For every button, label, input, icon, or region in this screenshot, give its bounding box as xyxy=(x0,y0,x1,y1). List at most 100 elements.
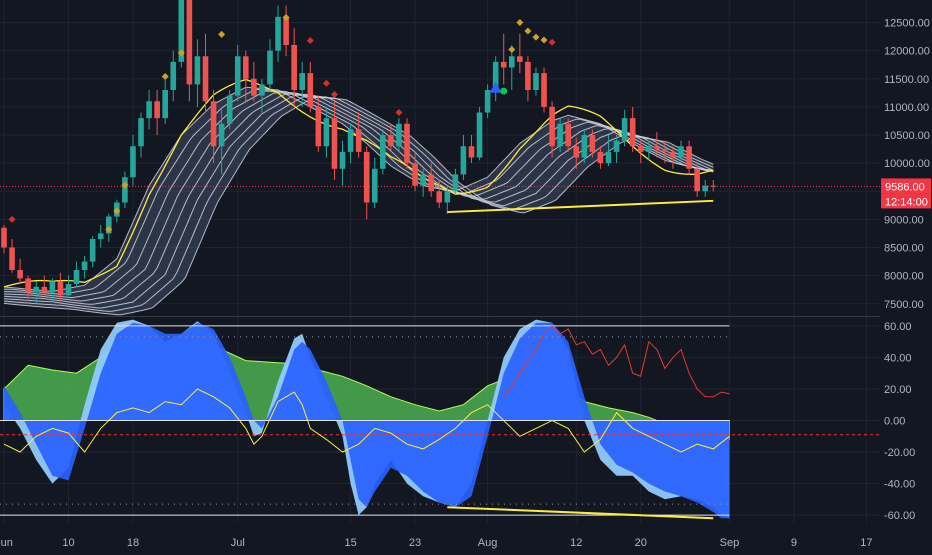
candle[interactable] xyxy=(533,67,539,96)
candle[interactable] xyxy=(363,146,370,220)
candle[interactable] xyxy=(291,28,297,107)
candle[interactable] xyxy=(710,180,717,192)
candle[interactable] xyxy=(629,106,636,152)
candle-body xyxy=(420,174,426,186)
candle[interactable] xyxy=(476,106,483,161)
osc-tick-label: 0.00 xyxy=(884,416,905,428)
candle[interactable] xyxy=(565,118,571,152)
candle[interactable] xyxy=(484,84,491,119)
candle[interactable] xyxy=(597,146,604,169)
candle[interactable] xyxy=(412,151,418,192)
candle[interactable] xyxy=(436,180,443,209)
candle[interactable] xyxy=(25,275,31,299)
candle[interactable] xyxy=(186,0,193,102)
candle[interactable] xyxy=(605,135,612,166)
candle[interactable] xyxy=(275,5,281,62)
candle[interactable] xyxy=(404,118,410,169)
candle-body xyxy=(218,123,225,147)
candle[interactable] xyxy=(371,157,378,209)
signal-diamond xyxy=(306,37,314,44)
candle[interactable] xyxy=(259,78,265,113)
candle-body xyxy=(323,118,330,147)
candle[interactable] xyxy=(1,225,7,254)
candle[interactable] xyxy=(97,225,104,248)
candle[interactable] xyxy=(65,275,72,299)
candle[interactable] xyxy=(170,50,177,102)
candle[interactable] xyxy=(178,0,185,68)
candle[interactable] xyxy=(194,39,201,107)
candle[interactable] xyxy=(73,261,80,287)
candle-body xyxy=(299,73,306,90)
candle[interactable] xyxy=(468,135,475,164)
price-tick-label: 11000.00 xyxy=(884,102,929,114)
candle[interactable] xyxy=(517,33,523,74)
candle-body xyxy=(396,123,402,147)
candle[interactable] xyxy=(355,112,362,158)
candle[interactable] xyxy=(9,239,15,273)
candle[interactable] xyxy=(581,129,588,164)
candle[interactable] xyxy=(621,109,628,147)
candle[interactable] xyxy=(678,140,684,164)
candle-body xyxy=(525,61,531,90)
candle[interactable] xyxy=(557,118,563,152)
candle[interactable] xyxy=(613,135,620,164)
candle[interactable] xyxy=(17,258,23,285)
candle[interactable] xyxy=(347,123,354,164)
candle[interactable] xyxy=(57,272,64,301)
candle[interactable] xyxy=(444,185,451,214)
candle[interactable] xyxy=(122,171,128,209)
candle[interactable] xyxy=(49,278,56,301)
candle[interactable] xyxy=(130,135,136,186)
candle[interactable] xyxy=(589,129,596,158)
candle-body xyxy=(371,168,378,203)
candle[interactable] xyxy=(323,106,330,158)
candle[interactable] xyxy=(492,56,499,102)
candle[interactable] xyxy=(452,168,459,195)
candle[interactable] xyxy=(541,67,547,113)
candle[interactable] xyxy=(428,163,434,197)
candle[interactable] xyxy=(234,45,241,102)
candle[interactable] xyxy=(331,101,338,180)
candles[interactable] xyxy=(1,0,717,304)
candle[interactable] xyxy=(146,90,152,130)
candle[interactable] xyxy=(226,90,233,130)
candle[interactable] xyxy=(154,90,160,135)
candle[interactable] xyxy=(307,61,314,113)
candle[interactable] xyxy=(694,163,700,197)
candle[interactable] xyxy=(686,140,692,175)
candle[interactable] xyxy=(549,101,555,158)
candle[interactable] xyxy=(33,281,40,304)
candle[interactable] xyxy=(460,135,467,180)
candle[interactable] xyxy=(662,140,668,164)
candle[interactable] xyxy=(299,61,306,107)
candle[interactable] xyxy=(388,123,394,152)
candle[interactable] xyxy=(89,236,96,268)
candle[interactable] xyxy=(81,255,88,279)
candle[interactable] xyxy=(702,180,709,197)
candle[interactable] xyxy=(243,50,249,102)
candle[interactable] xyxy=(138,112,144,158)
candle[interactable] xyxy=(162,78,168,124)
candle[interactable] xyxy=(218,106,225,175)
candle[interactable] xyxy=(646,140,652,161)
candle[interactable] xyxy=(315,95,322,152)
candle[interactable] xyxy=(525,56,531,102)
candle[interactable] xyxy=(267,39,273,90)
candle[interactable] xyxy=(251,61,257,102)
candle[interactable] xyxy=(339,140,346,186)
candle[interactable] xyxy=(500,33,507,85)
candle[interactable] xyxy=(670,146,676,169)
candle[interactable] xyxy=(283,5,289,57)
candle[interactable] xyxy=(654,132,660,158)
candle[interactable] xyxy=(420,168,426,197)
candle[interactable] xyxy=(202,33,209,113)
candle[interactable] xyxy=(41,275,48,296)
candle[interactable] xyxy=(396,118,402,152)
signal-diamond xyxy=(532,33,540,41)
candle[interactable] xyxy=(210,90,217,164)
candle[interactable] xyxy=(637,140,644,164)
candle[interactable] xyxy=(380,129,386,175)
candle[interactable] xyxy=(573,137,580,169)
